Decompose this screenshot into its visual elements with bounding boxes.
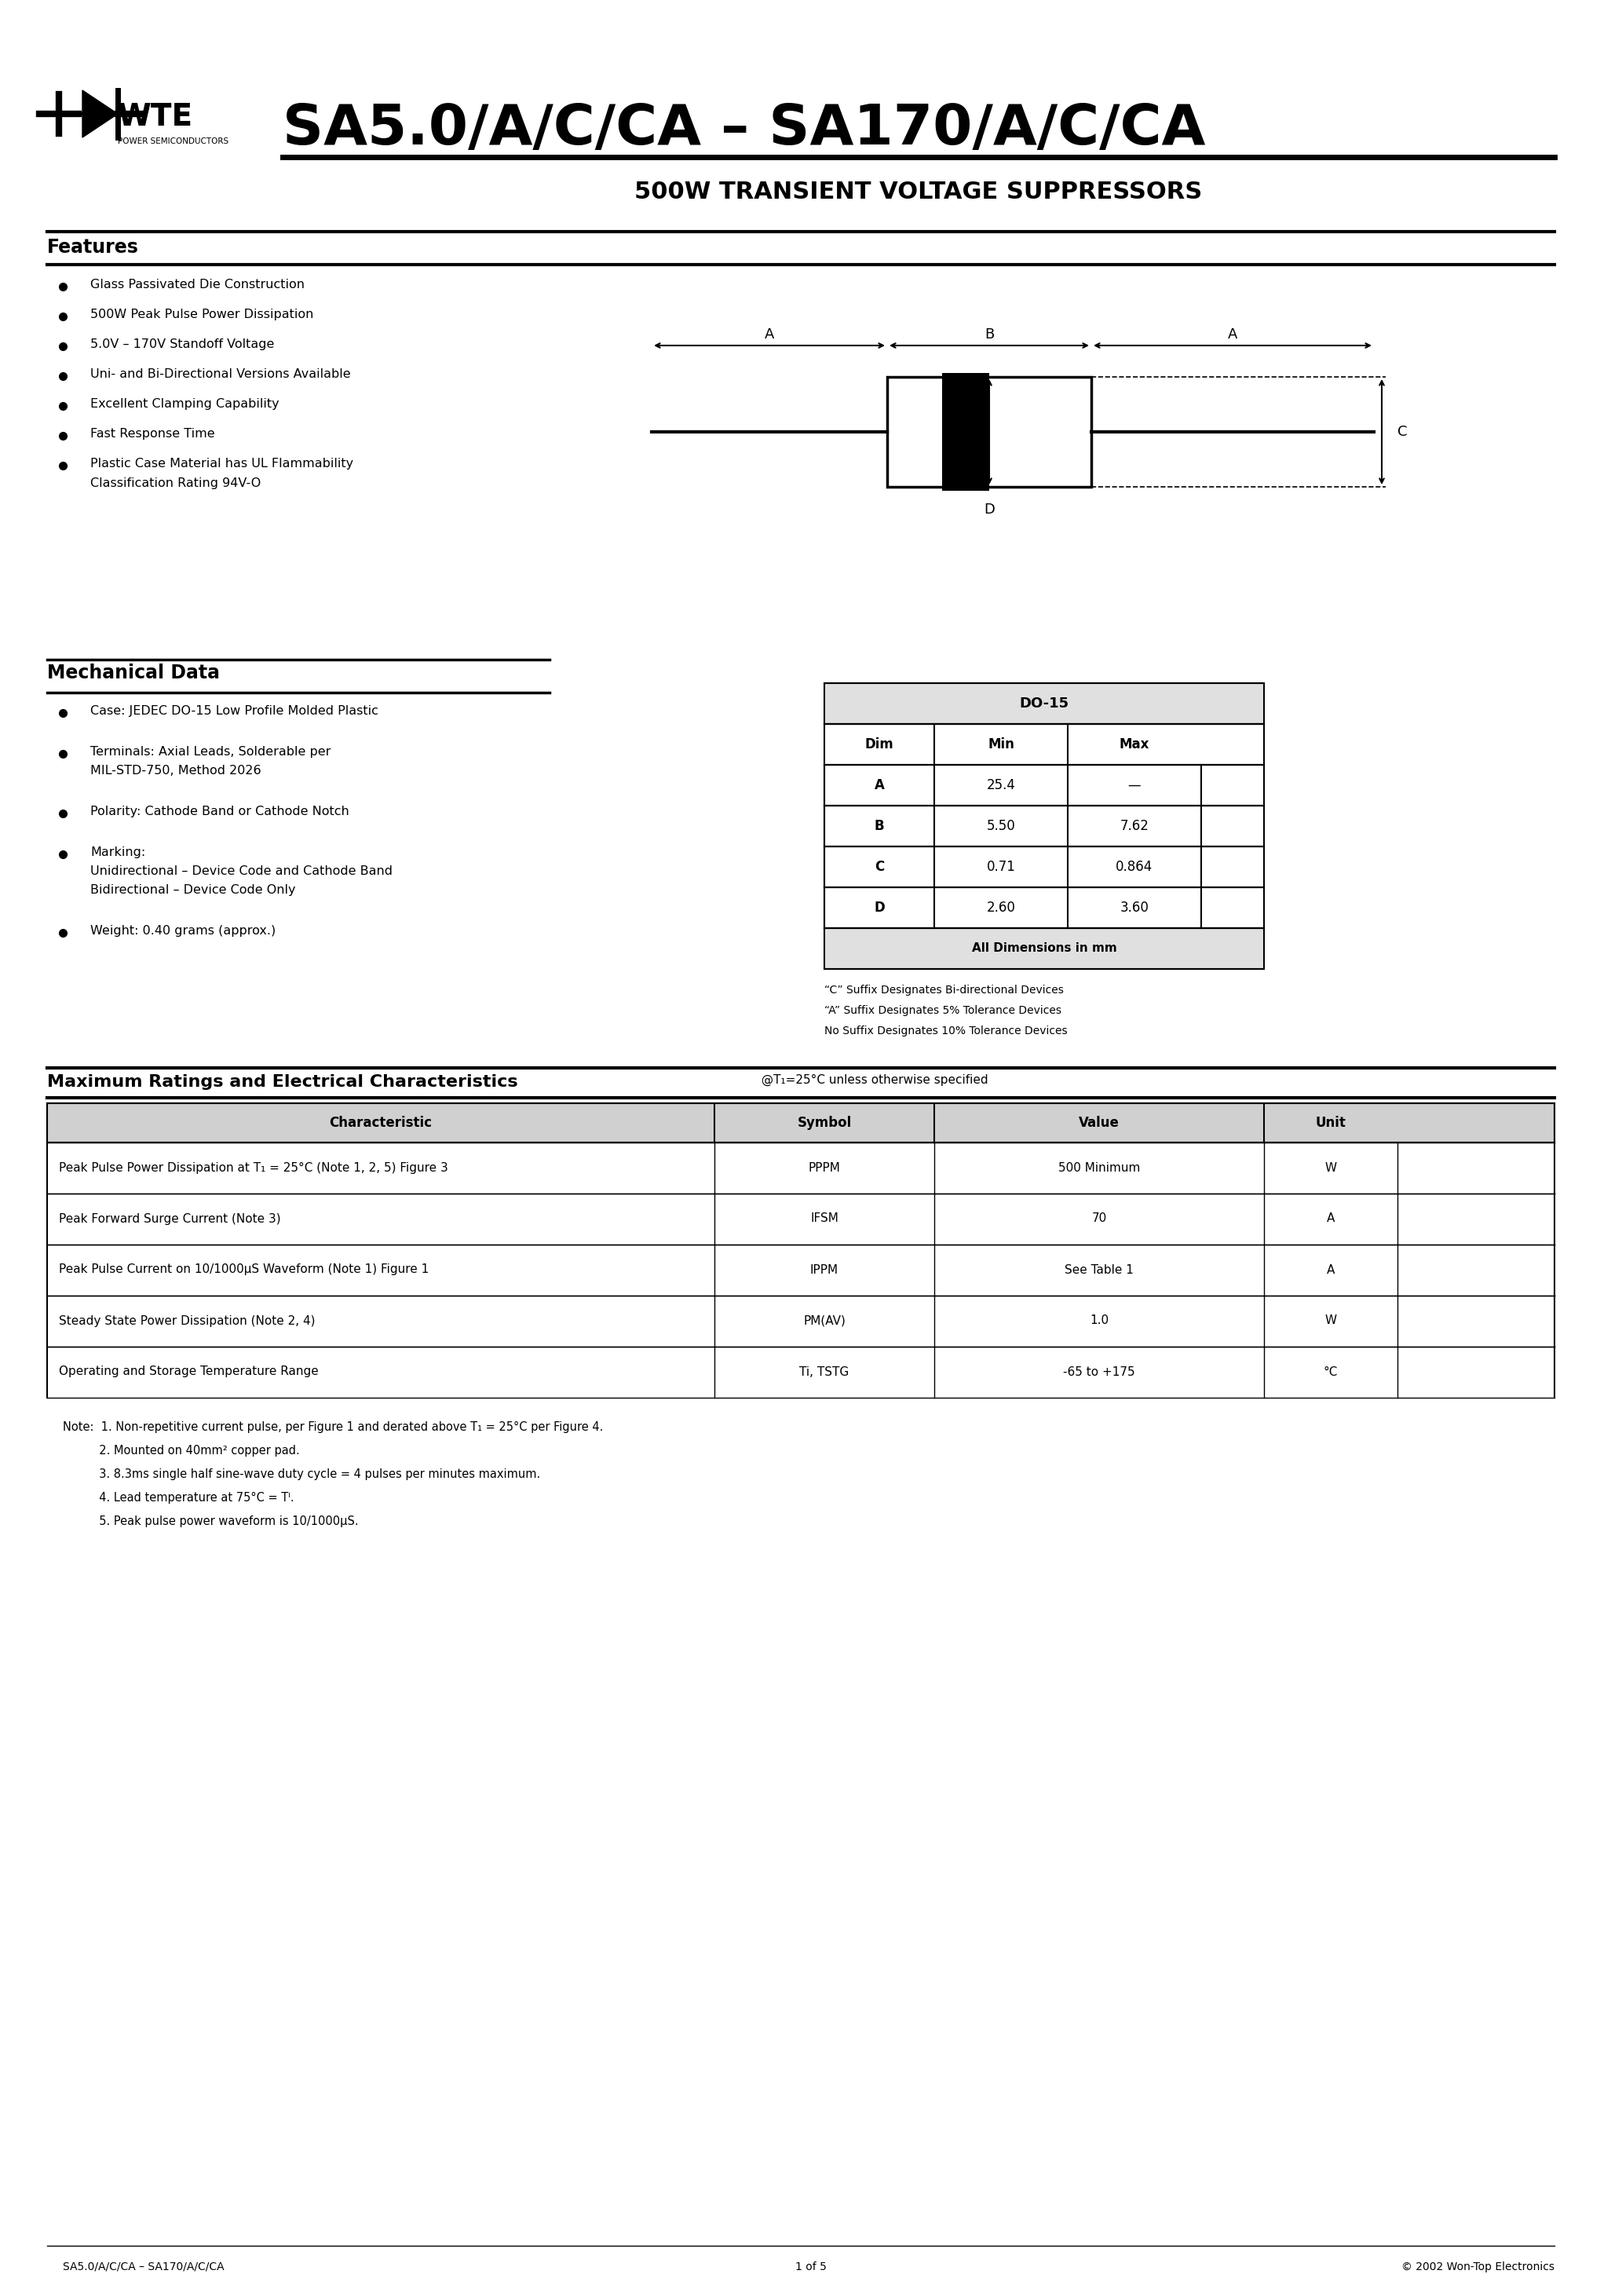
Text: Polarity: Cathode Band or Cathode Notch: Polarity: Cathode Band or Cathode Notch <box>91 806 349 817</box>
Bar <box>824 765 1264 806</box>
Text: Mechanical Data: Mechanical Data <box>47 664 221 682</box>
Text: 0.864: 0.864 <box>1116 859 1153 875</box>
Text: Features: Features <box>47 239 139 257</box>
Text: Dim: Dim <box>865 737 894 751</box>
Text: D: D <box>874 900 884 914</box>
Text: See Table 1: See Table 1 <box>1064 1263 1134 1277</box>
Text: C: C <box>874 859 884 875</box>
Text: A: A <box>1228 328 1238 342</box>
Text: Note:  1. Non-repetitive current pulse, per Figure 1 and derated above T₁ = 25°C: Note: 1. Non-repetitive current pulse, p… <box>63 1421 603 1433</box>
Bar <box>47 1104 1554 1143</box>
Text: Peak Pulse Current on 10/1000μS Waveform (Note 1) Figure 1: Peak Pulse Current on 10/1000μS Waveform… <box>58 1263 428 1277</box>
Text: -65 to +175: -65 to +175 <box>1062 1366 1135 1378</box>
Text: 500W TRANSIENT VOLTAGE SUPPRESSORS: 500W TRANSIENT VOLTAGE SUPPRESSORS <box>634 181 1202 204</box>
Text: PPPM: PPPM <box>808 1162 840 1173</box>
Text: “C” Suffix Designates Bi-directional Devices: “C” Suffix Designates Bi-directional Dev… <box>824 985 1064 996</box>
Text: DO-15: DO-15 <box>1019 696 1069 712</box>
Bar <box>824 928 1264 969</box>
Bar <box>824 723 1264 765</box>
Text: 5. Peak pulse power waveform is 10/1000μS.: 5. Peak pulse power waveform is 10/1000μ… <box>63 1515 358 1527</box>
Text: 70: 70 <box>1092 1212 1106 1224</box>
Text: 0.71: 0.71 <box>986 859 1015 875</box>
Text: Excellent Clamping Capability: Excellent Clamping Capability <box>91 397 279 411</box>
Text: 1 of 5: 1 of 5 <box>795 2262 827 2273</box>
Text: Bidirectional – Device Code Only: Bidirectional – Device Code Only <box>91 884 295 895</box>
Text: No Suffix Designates 10% Tolerance Devices: No Suffix Designates 10% Tolerance Devic… <box>824 1026 1067 1035</box>
Text: Marking:: Marking: <box>91 847 146 859</box>
Bar <box>824 847 1264 886</box>
Text: W: W <box>1325 1162 1337 1173</box>
Text: Uni- and Bi-Directional Versions Available: Uni- and Bi-Directional Versions Availab… <box>91 367 350 381</box>
Text: Classification Rating 94V-O: Classification Rating 94V-O <box>91 478 261 489</box>
Text: 5.50: 5.50 <box>986 820 1015 833</box>
Text: Case: JEDEC DO-15 Low Profile Molded Plastic: Case: JEDEC DO-15 Low Profile Molded Pla… <box>91 705 378 716</box>
Text: Ti, TSTG: Ti, TSTG <box>800 1366 850 1378</box>
Text: “A” Suffix Designates 5% Tolerance Devices: “A” Suffix Designates 5% Tolerance Devic… <box>824 1006 1061 1017</box>
Text: Symbol: Symbol <box>796 1116 852 1130</box>
Text: @T₁=25°C unless otherwise specified: @T₁=25°C unless otherwise specified <box>754 1075 988 1086</box>
Text: Steady State Power Dissipation (Note 2, 4): Steady State Power Dissipation (Note 2, … <box>58 1316 315 1327</box>
Bar <box>942 372 989 491</box>
Text: IFSM: IFSM <box>811 1212 839 1224</box>
Text: A: A <box>764 328 774 342</box>
Text: Peak Pulse Power Dissipation at T₁ = 25°C (Note 1, 2, 5) Figure 3: Peak Pulse Power Dissipation at T₁ = 25°… <box>58 1162 448 1173</box>
Text: Unidirectional – Device Code and Cathode Band: Unidirectional – Device Code and Cathode… <box>91 866 393 877</box>
Text: Maximum Ratings and Electrical Characteristics: Maximum Ratings and Electrical Character… <box>47 1075 517 1091</box>
Text: SA5.0/A/C/CA – SA170/A/C/CA: SA5.0/A/C/CA – SA170/A/C/CA <box>63 2262 224 2273</box>
Text: 5.0V – 170V Standoff Voltage: 5.0V – 170V Standoff Voltage <box>91 338 274 351</box>
Text: Terminals: Axial Leads, Solderable per: Terminals: Axial Leads, Solderable per <box>91 746 331 758</box>
Text: WTE: WTE <box>118 101 193 131</box>
Text: A: A <box>1327 1212 1335 1224</box>
Text: Fast Response Time: Fast Response Time <box>91 427 214 441</box>
Text: 3. 8.3ms single half sine-wave duty cycle = 4 pulses per minutes maximum.: 3. 8.3ms single half sine-wave duty cycl… <box>63 1469 540 1481</box>
Text: B: B <box>985 328 994 342</box>
Text: 500W Peak Pulse Power Dissipation: 500W Peak Pulse Power Dissipation <box>91 308 313 321</box>
Text: 4. Lead temperature at 75°C = Tᴵ.: 4. Lead temperature at 75°C = Tᴵ. <box>63 1492 294 1504</box>
Text: Plastic Case Material has UL Flammability: Plastic Case Material has UL Flammabilit… <box>91 457 354 471</box>
Text: 2.60: 2.60 <box>986 900 1015 914</box>
Text: B: B <box>874 820 884 833</box>
Text: —: — <box>1127 778 1140 792</box>
Text: © 2002 Won-Top Electronics: © 2002 Won-Top Electronics <box>1401 2262 1554 2273</box>
Text: Peak Forward Surge Current (Note 3): Peak Forward Surge Current (Note 3) <box>58 1212 281 1224</box>
Text: W: W <box>1325 1316 1337 1327</box>
Text: C: C <box>1398 425 1408 439</box>
Text: Operating and Storage Temperature Range: Operating and Storage Temperature Range <box>58 1366 318 1378</box>
Text: D: D <box>985 503 994 517</box>
Text: Weight: 0.40 grams (approx.): Weight: 0.40 grams (approx.) <box>91 925 276 937</box>
Text: POWER SEMICONDUCTORS: POWER SEMICONDUCTORS <box>118 138 229 145</box>
Text: Characteristic: Characteristic <box>329 1116 431 1130</box>
Text: All Dimensions in mm: All Dimensions in mm <box>972 944 1116 955</box>
Text: A: A <box>874 778 884 792</box>
Bar <box>824 806 1264 847</box>
Text: 3.60: 3.60 <box>1119 900 1148 914</box>
Text: 500 Minimum: 500 Minimum <box>1058 1162 1140 1173</box>
Text: IPPM: IPPM <box>809 1263 839 1277</box>
Bar <box>824 684 1264 723</box>
Text: Max: Max <box>1119 737 1150 751</box>
Text: 1.0: 1.0 <box>1090 1316 1108 1327</box>
Polygon shape <box>83 90 118 138</box>
Text: Value: Value <box>1079 1116 1119 1130</box>
Text: Glass Passivated Die Construction: Glass Passivated Die Construction <box>91 278 305 292</box>
Text: A: A <box>1327 1263 1335 1277</box>
Text: 2. Mounted on 40mm² copper pad.: 2. Mounted on 40mm² copper pad. <box>63 1444 300 1456</box>
Text: °C: °C <box>1324 1366 1338 1378</box>
Text: 7.62: 7.62 <box>1119 820 1148 833</box>
Bar <box>824 886 1264 928</box>
Bar <box>887 377 1092 487</box>
Text: Unit: Unit <box>1315 1116 1346 1130</box>
Text: MIL-STD-750, Method 2026: MIL-STD-750, Method 2026 <box>91 765 261 776</box>
Text: SA5.0/A/C/CA – SA170/A/C/CA: SA5.0/A/C/CA – SA170/A/C/CA <box>282 101 1205 156</box>
Text: 25.4: 25.4 <box>986 778 1015 792</box>
Text: PM(AV): PM(AV) <box>803 1316 845 1327</box>
Text: Min: Min <box>988 737 1014 751</box>
